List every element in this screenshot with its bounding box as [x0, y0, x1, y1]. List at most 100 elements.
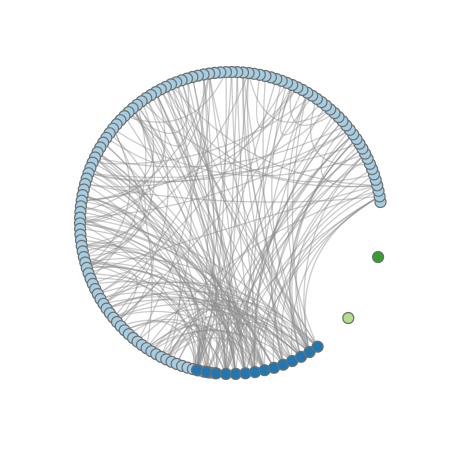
edge	[225, 143, 360, 375]
edge	[291, 133, 354, 357]
edge	[97, 73, 211, 295]
edge	[86, 265, 138, 323]
edge	[106, 290, 319, 348]
edge	[136, 74, 205, 342]
edge	[79, 108, 155, 224]
edge	[225, 133, 354, 374]
edge	[320, 124, 378, 188]
edge	[176, 316, 227, 374]
edge	[106, 293, 247, 374]
edge	[192, 89, 303, 370]
edge	[191, 76, 227, 374]
edge	[310, 98, 370, 166]
edge	[289, 138, 357, 357]
edge	[81, 200, 136, 247]
edge	[92, 281, 310, 353]
edge	[196, 78, 277, 371]
edge	[128, 78, 190, 134]
edge	[128, 308, 293, 362]
edge	[146, 313, 318, 349]
edge	[206, 153, 366, 373]
edge	[295, 168, 373, 353]
edge	[304, 195, 380, 353]
edge	[82, 194, 217, 374]
edge	[85, 261, 256, 373]
edge	[253, 120, 343, 373]
edge	[94, 124, 347, 168]
edge	[165, 337, 266, 371]
edge	[84, 183, 380, 203]
edge	[86, 266, 227, 375]
edge	[84, 183, 198, 371]
edge	[186, 78, 247, 374]
edge	[202, 74, 215, 373]
edge	[254, 195, 380, 373]
edge	[123, 115, 256, 373]
edge	[160, 322, 302, 358]
edge	[180, 80, 218, 374]
edge	[165, 86, 227, 374]
edge	[141, 100, 378, 188]
edge	[136, 104, 284, 365]
edges-layer	[79, 71, 380, 375]
edge	[80, 239, 247, 374]
edge	[102, 142, 284, 366]
edge	[82, 194, 154, 327]
edge	[90, 167, 208, 373]
edge	[303, 153, 366, 353]
edge	[155, 91, 247, 374]
edge	[155, 91, 266, 371]
edge	[90, 104, 147, 280]
edge	[85, 87, 298, 188]
edge	[256, 74, 293, 129]
edge	[88, 108, 331, 183]
edge	[235, 133, 354, 374]
edge	[170, 308, 237, 374]
edge	[88, 143, 360, 179]
edge	[137, 299, 302, 358]
edge	[79, 216, 266, 371]
edge	[80, 205, 266, 371]
edge	[80, 73, 210, 213]
edge	[263, 138, 357, 371]
edge	[246, 72, 311, 353]
edge	[208, 73, 247, 374]
edge	[160, 304, 284, 365]
edge	[254, 92, 308, 373]
edge	[88, 172, 275, 369]
edge	[205, 72, 227, 373]
edge	[196, 317, 211, 371]
edge	[270, 105, 327, 365]
edge	[280, 190, 379, 365]
edge	[94, 156, 275, 369]
edge	[165, 133, 354, 360]
edge	[79, 73, 210, 224]
edge	[105, 107, 165, 164]
edge	[244, 195, 380, 374]
edge	[236, 72, 266, 371]
edge	[97, 151, 275, 369]
nodes-layer	[73, 65, 387, 380]
edge	[113, 310, 256, 373]
edge	[94, 156, 256, 373]
network-node	[311, 340, 324, 353]
edge	[97, 281, 310, 353]
edge	[262, 75, 284, 365]
edge	[170, 83, 378, 186]
edge	[146, 325, 247, 374]
edge	[196, 116, 340, 371]
edge	[145, 97, 227, 374]
edge	[191, 76, 237, 374]
edge	[113, 297, 284, 366]
edge	[124, 71, 227, 123]
edge	[112, 128, 366, 177]
edge	[81, 101, 155, 202]
edge	[106, 298, 302, 358]
edge	[85, 257, 302, 358]
edge	[155, 91, 237, 374]
edge	[150, 300, 319, 352]
edge	[214, 321, 302, 374]
edge	[82, 194, 237, 374]
edge	[242, 72, 311, 353]
